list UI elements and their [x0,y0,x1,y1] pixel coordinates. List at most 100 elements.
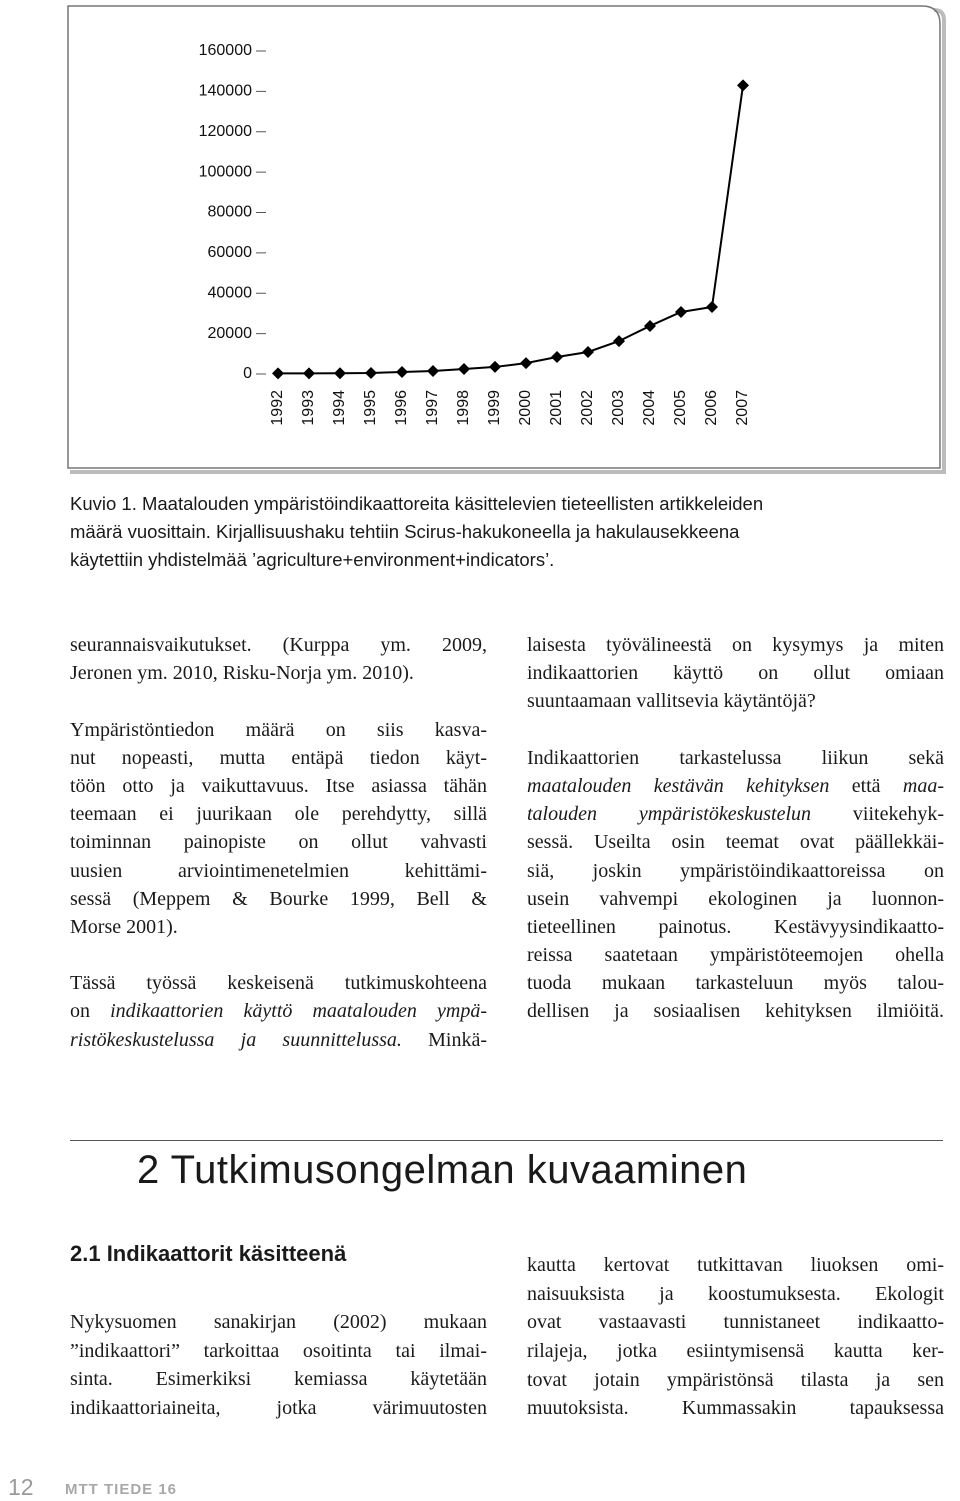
data-point [396,365,408,378]
x-tick-label: 1995 [362,390,379,426]
text-line: dellisen ja sosiaalisen kehityksen ilmiö… [527,1000,944,1023]
text-line: rilajeja, jotka esiintymisensä kautta ke… [527,1340,944,1363]
paragraph: Indikaattorien tarkastelussa liikun sekä… [527,744,944,1026]
x-tick-label: 1993 [300,390,317,426]
y-tick-label: 100000 [199,163,252,180]
text-line: siä, joskin ympäristöindikaattoreissa on [527,859,944,882]
data-point [737,79,749,92]
data-line [278,85,744,375]
paragraph: Tässä työssä keskeisenä tutkimuskohteena… [70,969,487,1054]
y-tick-label: 160000 [199,42,252,59]
text-column: Nykysuomen sanakirjan (2002) mukaan ”indi… [70,1308,487,1423]
text-line: Jeronen ym. 2010, Risku-Norja ym. 2010). [70,662,414,685]
data-point [334,367,346,380]
text-line: tovat jotain ympäristönsä tilasta ja sen [527,1368,944,1391]
text-line: nut nopeasti, mutta entäpä tiedon käyt- [70,746,487,769]
italic-run: talouden ympäristökeskustelun [527,803,812,826]
text-line: tieteellinen painotus. Kestävyysindikaat… [527,915,944,938]
text-line: seurannaisvaikutukset. (Kurppa ym. 2009, [70,634,487,656]
text-line: indikaattorien käyttö on ollut omiaan [527,662,944,685]
x-tick-label: 2003 [610,390,627,426]
text-line: teemaan ei juurikaan ole perehdytty, sil… [70,803,487,826]
page-number: 12 [8,1474,34,1500]
text-line: usein vahvempi ekologinen ja luonnon- [527,887,944,910]
text-run: Minkä- [401,1028,487,1051]
x-tick-label: 2000 [517,390,534,426]
x-tick-label: 2006 [703,390,720,426]
text-line: on indikaattorien käyttö maatalouden ymp… [70,997,487,1025]
text-run: viitekehyk- [811,803,944,826]
y-tick-label: 0 [243,365,252,382]
italic-run: maatalouden kestävän kehityksen [527,774,830,797]
text-line: naisuuksista ja koostumuksesta. Ekologit [527,1282,944,1305]
x-tick-label: 1994 [331,390,348,426]
x-tick-label: 2004 [641,390,658,426]
text-line: töön otto ja vaikuttavuus. Itse asiassa … [70,774,487,797]
text-column: seurannaisvaikutukset. (Kurppa ym. 2009,… [70,631,487,1054]
text-line: ristökeskustelussa ja suunnittelussa. Mi… [70,1026,487,1054]
text-line: sessä (Meppem & Bourke 1999, Bell & [70,887,487,910]
text-line: laisesta työvälineestä on kysymys ja mit… [527,634,944,656]
text-line: ovat vastaavasti tunnistaneet indikaatto… [527,1311,944,1334]
text-line: Ympäristöntiedon määrä on siis kasva- [70,718,487,741]
data-point [644,319,656,332]
text-line: sessä. Useilta osin teemat ovat päällekk… [527,831,944,854]
publication-name: MTT TIEDE 16 [65,1481,178,1498]
data-point [303,367,315,380]
x-tick-label: 1996 [393,390,410,426]
data-point [582,345,594,358]
text-line: indikaattoriaineita, jotka värimuutosten [70,1397,487,1420]
italic-run: ristökeskustelussa ja suunnittelussa. [70,1028,402,1051]
data-point [427,364,439,377]
x-tick-label: 2007 [734,390,751,426]
text-line: Nykysuomen sanakirjan (2002) mukaan [70,1311,487,1333]
x-tick-label: 2001 [548,390,565,426]
text-line: talouden ympäristökeskustelun viitekehyk… [527,800,944,828]
y-tick-label: 80000 [208,204,253,221]
y-tick-label: 140000 [199,83,252,100]
text-line: Tässä työssä keskeisenä tutkimuskohteena [70,972,487,995]
data-point [675,306,687,319]
data-point [458,362,470,375]
y-tick-label: 40000 [208,284,253,301]
text-line: Indikaattorien tarkastelussa liikun sekä [527,746,944,769]
paragraph: laisesta työvälineestä on kysymys ja mit… [527,631,944,716]
text-line: maatalouden kestävän kehityksen että maa… [527,772,944,800]
italic-run: indikaattorien käyttö maatalouden ympä- [110,1000,488,1023]
caption-line: käytettiin yhdistelmää ’agriculture+envi… [70,549,555,570]
text-line: kautta kertovat tutkittavan liuoksen omi… [527,1254,944,1276]
caption-line: Kuvio 1. Maatalouden ympäristöindikaatto… [70,493,764,514]
x-tick-label: 2002 [579,390,596,426]
section-rule [70,1140,943,1141]
x-tick-label: 1997 [424,390,441,426]
data-point [520,357,532,370]
text-run: on [70,1000,111,1023]
y-tick-label: 60000 [208,244,253,261]
text-line: Morse 2001). [70,915,178,938]
caption-line: määrä vuosittain. Kirjallisuushaku tehti… [70,521,740,542]
figure-caption: Kuvio 1. Maatalouden ympäristöindikaatto… [70,490,763,574]
paragraph: kautta kertovat tutkittavan liuoksen omi… [527,1251,944,1423]
data-point [613,335,625,348]
data-point [365,366,377,379]
data-point [272,367,284,380]
subsection-heading: 2.1 Indikaattorit käsitteenä [70,1241,347,1266]
text-line: muutoksista. Kummassakin tapauksessa [527,1397,944,1420]
text-line: reissa saatetaan ympäristöteemojen ohell… [527,944,944,967]
text-line: toiminnan painopiste on ollut vahvasti [70,831,487,854]
text-line: ”indikaattori” tarkoittaa osoitinta tai … [70,1339,487,1362]
italic-run: maa- [902,774,944,797]
paragraph: Nykysuomen sanakirjan (2002) mukaan ”indi… [70,1308,487,1423]
paragraph: seurannaisvaikutukset. (Kurppa ym. 2009,… [70,631,487,687]
x-tick-label: 2005 [672,390,689,426]
text-line: tuoda mukaan tarkasteluun myös talou- [527,972,944,995]
y-tick-label: 20000 [208,325,253,342]
text-line: suuntaamaan vallitsevia käytäntöjä? [527,690,816,713]
data-point [551,351,563,364]
x-tick-label: 1992 [269,390,286,426]
paragraph: Ympäristöntiedon määrä on siis kasva-nut… [70,716,487,942]
x-tick-label: 1998 [455,390,472,426]
frame-shadow [70,8,946,474]
text-run: että [829,774,903,797]
